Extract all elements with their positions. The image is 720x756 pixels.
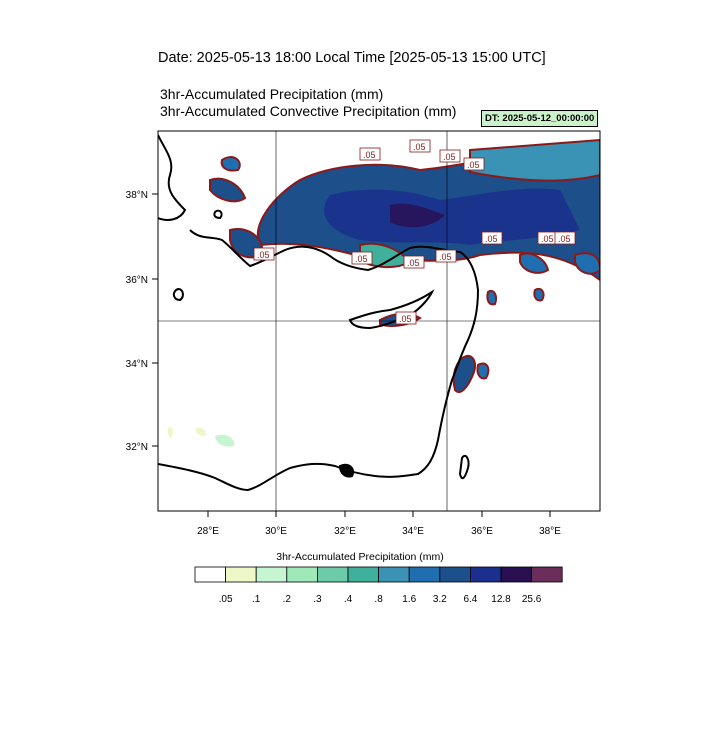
contour-label: .05 (554, 231, 576, 245)
colorbar-swatch (439, 566, 471, 583)
svg-text:.05: .05 (541, 234, 554, 244)
svg-text:.05: .05 (407, 258, 420, 268)
svg-text:.05: .05 (467, 160, 480, 170)
map-plot-area: .05 .05 .05 .05 .05 .05 .05 .05 .05 .05 … (158, 131, 600, 511)
colorbar-swatch (316, 566, 349, 583)
colorbar-title: 3hr-Accumulated Precipitation (mm) (276, 551, 444, 563)
contour-label: .05 (481, 231, 503, 245)
contour-label: .05 (253, 247, 275, 261)
colorbar-swatch (255, 566, 288, 583)
x-tick-label: 38°E (539, 526, 561, 537)
lat-lon-grid (158, 131, 600, 511)
colorbar-swatch (194, 566, 227, 583)
colorbar-level-label: 3.2 (432, 594, 447, 605)
svg-text:.05: .05 (443, 152, 456, 162)
svg-text:.05: .05 (363, 150, 376, 160)
coastlines (158, 134, 480, 492)
colorbar (194, 566, 563, 583)
map-frame (157, 130, 601, 512)
colorbar-level-label: .2 (282, 594, 291, 605)
tick-marks (152, 193, 551, 517)
svg-text:.05: .05 (413, 142, 426, 152)
tick-labels: 28°E 30°E 32°E 34°E 36°E 38°E 38°N 36°N … (126, 190, 562, 537)
colorbar-level-label: 6.4 (463, 594, 478, 605)
field-title-precipitation: 3hr-Accumulated Precipitation (mm) (160, 86, 384, 102)
contour-label: .05 (435, 249, 457, 263)
svg-text:.05: .05 (485, 234, 498, 244)
colorbar-level-label: .05 (218, 594, 233, 605)
contour-label: .05 (351, 251, 373, 265)
svg-text:.05: .05 (439, 252, 452, 262)
contour-label: .05 (463, 157, 485, 171)
svg-text:.05: .05 (257, 250, 270, 260)
colorbar-level-label: .1 (252, 594, 261, 605)
x-tick-label: 28°E (197, 526, 219, 537)
init-time-badge: DT: 2025-05-12_00:00:00 (481, 110, 599, 127)
y-tick-label: 34°N (126, 359, 148, 370)
contour-label: .05 (409, 139, 431, 153)
x-tick-label: 30°E (265, 526, 287, 537)
colorbar-swatch (378, 566, 410, 583)
contour-label: .05 (359, 147, 381, 161)
contour-label: .05 (439, 149, 461, 163)
colorbar-level-label: .3 (313, 594, 322, 605)
x-tick-label: 32°E (334, 526, 356, 537)
colorbar-swatch (500, 566, 533, 583)
x-tick-label: 36°E (471, 526, 493, 537)
svg-text:.05: .05 (355, 254, 368, 264)
y-tick-label: 38°N (126, 190, 148, 201)
colorbar-level-label: .4 (343, 594, 353, 605)
contour-labels: .05 .05 .05 .05 .05 .05 .05 .05 .05 .05 … (253, 139, 576, 325)
x-tick-label: 34°E (402, 526, 424, 537)
valid-time-title: Date: 2025-05-13 18:00 Local Time [2025-… (158, 50, 546, 66)
svg-text:.05: .05 (399, 314, 412, 324)
colorbar-level-label: 12.8 (491, 594, 511, 605)
colorbar-swatch (286, 566, 318, 583)
precip-field (167, 138, 600, 447)
y-tick-label: 32°N (126, 442, 148, 453)
colorbar-swatch (531, 566, 563, 583)
colorbar-swatch (408, 566, 441, 583)
colorbar-swatch (347, 566, 380, 583)
colorbar-swatch (469, 566, 502, 583)
colorbar-level-label: 25.6 (521, 594, 542, 605)
contour-label: .05 (403, 255, 425, 269)
y-tick-label: 36°N (126, 275, 148, 286)
colorbar-level-label: .8 (374, 594, 383, 605)
colorbar-swatch (225, 566, 257, 583)
contour-label: .05 (395, 311, 417, 325)
colorbar-level-label: 1.6 (402, 594, 417, 605)
field-title-convective: 3hr-Accumulated Convective Precipitation… (160, 103, 457, 119)
svg-text:.05: .05 (558, 234, 571, 244)
